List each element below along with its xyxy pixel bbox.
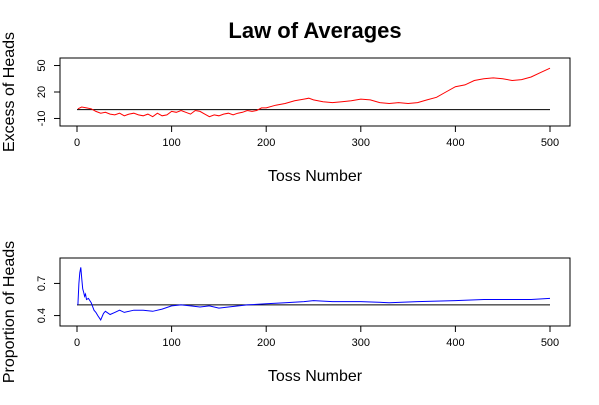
- top-plot-frame: [59, 57, 571, 127]
- x-tick-label: 100: [162, 337, 180, 349]
- chart-title: Law of Averages: [228, 18, 401, 43]
- series-line: [77, 267, 551, 321]
- x-tick-label: 500: [541, 337, 559, 349]
- x-tick-label: 0: [74, 137, 80, 149]
- y-tick-label: -10: [36, 111, 48, 127]
- x-tick-label: 300: [352, 337, 370, 349]
- y-tick-label: 0.4: [36, 308, 48, 323]
- top-plot-area: 0 100 200 300 400 500 -10 20 50: [36, 59, 559, 149]
- bottom-x-axis-title: Toss Number: [268, 368, 363, 385]
- top-x-axis-title: Toss Number: [268, 168, 363, 185]
- top-y-axis-title: Excess of Heads: [1, 32, 18, 152]
- x-tick-label: 400: [446, 137, 464, 149]
- y-tick-label: 50: [36, 59, 48, 71]
- y-tick-label: 0.7: [36, 276, 48, 291]
- bottom-y-axis-title: Proportion of Heads: [1, 241, 18, 383]
- x-tick-label: 100: [162, 137, 180, 149]
- x-tick-label: 500: [541, 137, 559, 149]
- bottom-plot-frame: [59, 257, 571, 327]
- x-tick-label: 200: [257, 137, 275, 149]
- y-tick-label: 20: [36, 86, 48, 98]
- x-tick-label: 0: [74, 337, 80, 349]
- x-tick-label: 400: [446, 337, 464, 349]
- x-tick-label: 200: [257, 337, 275, 349]
- x-tick-label: 300: [352, 137, 370, 149]
- bottom-plot-area: 0 100 200 300 400 500 0.4 0.7: [36, 267, 559, 349]
- series-line: [77, 67, 551, 118]
